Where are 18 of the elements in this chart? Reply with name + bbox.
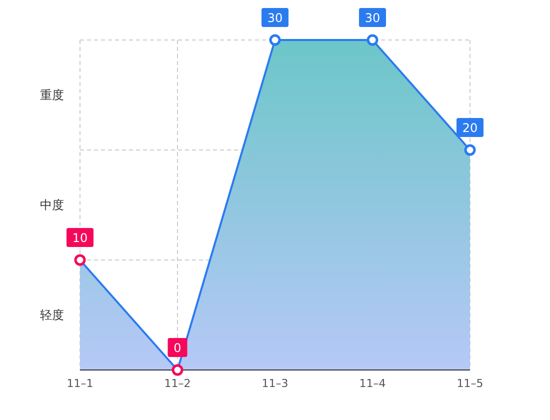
point (269, 34, 281, 46)
x-tick-label: 11–4 (359, 377, 386, 390)
point (74, 254, 86, 266)
x-tick-label: 11–2 (164, 377, 191, 390)
data-label: 30 (267, 11, 283, 25)
x-tick-label: 11–5 (456, 377, 484, 390)
data-label: 0 (174, 341, 182, 355)
point (172, 364, 184, 376)
point (366, 34, 378, 46)
data-label: 20 (462, 121, 478, 135)
x-tick-label: 11–3 (262, 377, 288, 390)
text: 轻度 (40, 308, 64, 322)
x-tick-label: 11–1 (66, 377, 94, 390)
text: 中度 (40, 198, 64, 212)
data-label: 30 (364, 11, 380, 25)
point (464, 144, 476, 156)
text: 重度 (40, 88, 64, 102)
data-label: 10 (72, 231, 88, 245)
